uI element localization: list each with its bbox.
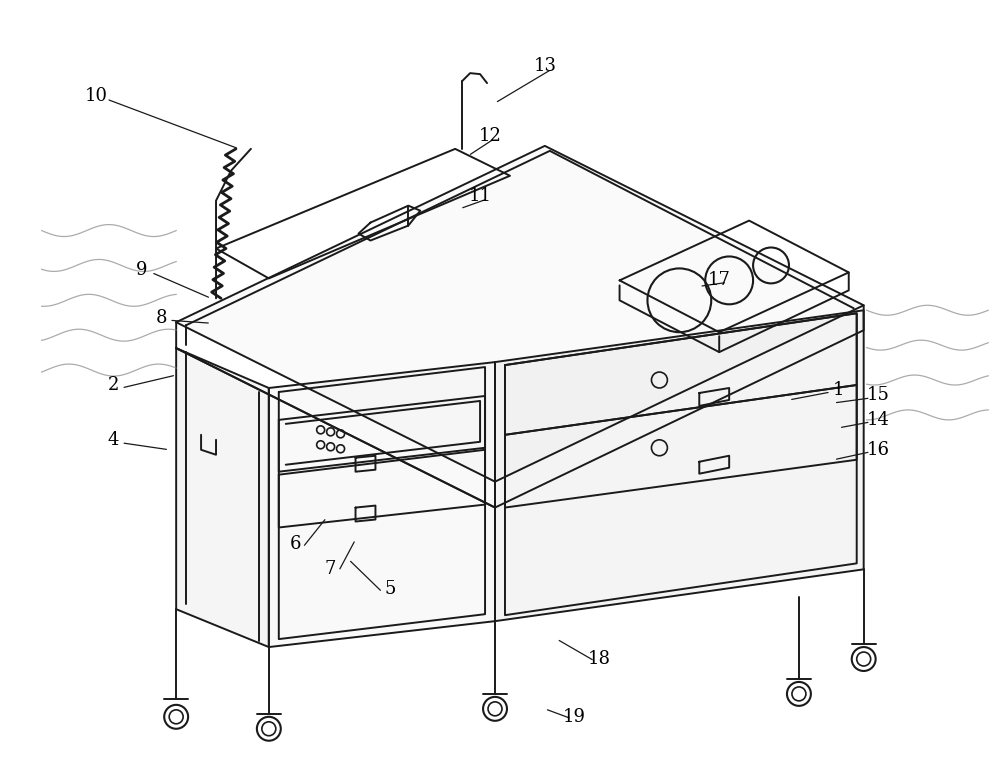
Text: 1: 1	[833, 381, 845, 399]
Text: 17: 17	[708, 271, 731, 289]
Text: 2: 2	[108, 376, 119, 394]
Text: 8: 8	[155, 309, 167, 327]
Text: 14: 14	[867, 411, 890, 429]
Text: 10: 10	[85, 87, 108, 105]
Text: 15: 15	[867, 386, 890, 404]
Polygon shape	[176, 146, 864, 482]
Text: 13: 13	[533, 57, 556, 75]
Text: 19: 19	[563, 708, 586, 726]
Text: 9: 9	[136, 261, 147, 279]
Text: 6: 6	[290, 536, 301, 553]
Polygon shape	[495, 310, 864, 621]
Polygon shape	[269, 362, 495, 647]
Text: 4: 4	[108, 431, 119, 449]
Text: 5: 5	[385, 581, 396, 598]
Text: 12: 12	[479, 127, 501, 145]
Text: 16: 16	[867, 441, 890, 458]
Text: 11: 11	[469, 187, 492, 205]
Polygon shape	[176, 348, 269, 647]
Text: 7: 7	[325, 560, 336, 578]
Text: 18: 18	[588, 650, 611, 668]
